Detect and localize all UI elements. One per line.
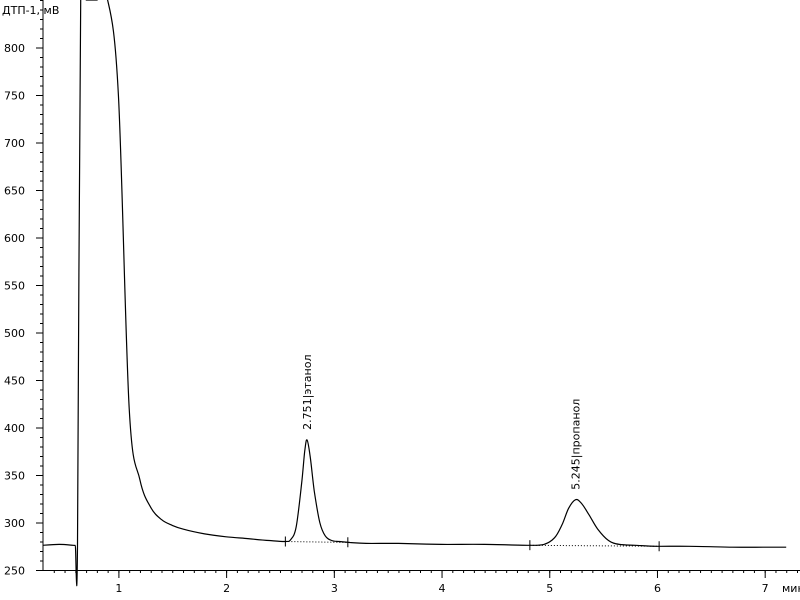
- y-tick-label: 250: [4, 565, 25, 578]
- peak-label: 2.751|этанол: [301, 355, 314, 430]
- x-tick-label: 2: [223, 582, 230, 595]
- y-tick-label: 550: [4, 280, 25, 293]
- x-tick-label: 5: [546, 582, 553, 595]
- peak-labels: 2.751|этанол 5.245|пропанол: [301, 355, 583, 490]
- peak-label: 5.245|пропанол: [570, 399, 583, 490]
- y-tick-label: 650: [4, 185, 25, 198]
- series-layer: [42, 0, 787, 587]
- peak-baseline: [529, 544, 660, 547]
- y-tick-label: 400: [4, 422, 25, 435]
- x-axis-title: мин: [782, 582, 800, 595]
- x-axis: 1 2 3 4 5 6 7: [43, 570, 800, 595]
- x-tick-label: 3: [331, 582, 338, 595]
- y-tick-label: 300: [4, 517, 25, 530]
- chromatogram-line: [42, 0, 787, 587]
- y-axis-title: ДТП-1, мВ: [2, 4, 59, 17]
- y-tick-label: 500: [4, 327, 25, 340]
- integration-baselines: [285, 541, 660, 547]
- y-tick-label: 600: [4, 232, 25, 245]
- y-tick-label: 700: [4, 137, 25, 150]
- y-tick-label: 800: [4, 42, 25, 55]
- y-tick-label: 450: [4, 375, 25, 388]
- x-tick-label: 4: [439, 582, 446, 595]
- x-tick-label: 1: [115, 582, 122, 595]
- y-tick-label: 350: [4, 470, 25, 483]
- y-tick-label: 750: [4, 90, 25, 103]
- integration-marks: [284, 536, 660, 552]
- x-tick-label: 7: [762, 582, 769, 595]
- x-tick-label: 6: [654, 582, 661, 595]
- y-axis: 250 300 350 400 450 500 550 600 650 700 750 800: [4, 0, 44, 578]
